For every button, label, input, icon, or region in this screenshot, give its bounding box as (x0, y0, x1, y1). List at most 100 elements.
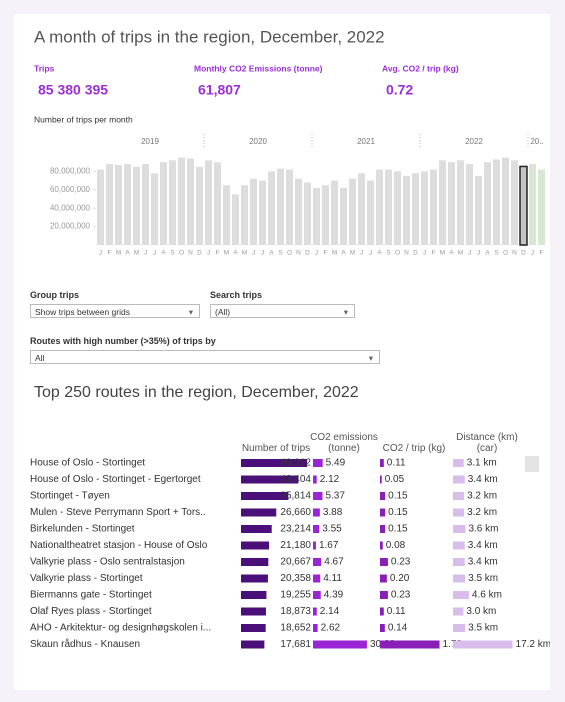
x-tick-label: M (116, 250, 121, 257)
cell-value: 5.49 (326, 458, 346, 469)
bar (232, 194, 239, 245)
kpi-value: 0.72 (386, 82, 413, 98)
cell-bar (380, 459, 384, 467)
bar (133, 166, 140, 245)
control-label: Group trips (30, 290, 79, 300)
x-tick-label: O (395, 250, 400, 257)
cell-bar (313, 492, 323, 500)
x-tick-label: J (369, 250, 372, 257)
column-header-text[interactable]: Distance (km) (car) (456, 432, 518, 454)
dropdown[interactable]: (All) (210, 304, 355, 319)
cell-value: 21,180 (280, 540, 311, 551)
x-tick-label: A (233, 250, 238, 257)
cell-bar (313, 459, 323, 467)
cell-bar (313, 525, 320, 533)
bar (457, 160, 464, 245)
dropdown[interactable]: All (30, 350, 380, 365)
scrollbar[interactable] (525, 456, 539, 472)
bar (394, 171, 401, 245)
x-tick-label: A (485, 250, 490, 257)
x-tick-label: M (332, 250, 337, 257)
cell-bar (453, 624, 466, 632)
cell-value: 3.4 km (468, 557, 498, 568)
control-label: Routes with high number (>35%) of trips … (30, 336, 216, 346)
page-title: A month of trips in the region, December… (34, 27, 385, 46)
cell-bar (313, 607, 317, 616)
cell-bar (380, 591, 388, 599)
x-tick-label: N (512, 250, 517, 257)
cell-value: 35,814 (280, 491, 311, 502)
bar (97, 169, 104, 245)
cell-value: 2.14 (320, 606, 340, 617)
cell-bar (380, 508, 386, 517)
canvas: A month of trips in the region, December… (30, 27, 550, 650)
cell-value: 4.11 (323, 573, 342, 584)
x-tick-label: J (99, 250, 102, 257)
column-header-text[interactable]: CO2 emissions (tonne) (310, 432, 378, 454)
route-name: Valkyrie plass - Stortinget (30, 573, 143, 584)
cell-bar (241, 508, 277, 517)
column-header-text[interactable]: Number of trips (241, 443, 311, 454)
bar (223, 185, 230, 245)
bar (214, 162, 221, 245)
bar (367, 180, 374, 245)
cell-bar (453, 607, 464, 616)
cell-value: 0.11 (387, 606, 406, 617)
bar (376, 169, 383, 245)
x-tick-label: N (296, 250, 301, 257)
bar (412, 173, 419, 245)
bar (178, 157, 185, 245)
x-tick-label: S (494, 250, 499, 257)
route-name: AHO - Arkitektur- og designhøgskolen i..… (30, 623, 211, 634)
route-name: Biermanns gate - Stortinget (30, 590, 152, 601)
x-tick-label: F (108, 250, 112, 257)
route-name: Stortinget - Tøyen (30, 491, 110, 502)
column-header: CO2 emissions (tonne) (310, 432, 378, 454)
cell-value: 4.67 (324, 557, 344, 568)
route-name: Mulen - Steve Perrymann Sport + Tors.. (30, 507, 206, 518)
dropdown[interactable]: Show trips between grids (30, 304, 200, 319)
cell-bar (453, 459, 464, 467)
bar (196, 166, 203, 245)
cell-value: 3.4 km (468, 474, 498, 485)
cell-bar (313, 640, 367, 649)
cell-bar (313, 475, 317, 484)
bar (286, 169, 293, 245)
cell-value: 0.15 (388, 491, 408, 502)
cell-bar (380, 640, 440, 649)
x-tick-label: O (287, 250, 292, 257)
x-tick-label: D (305, 250, 310, 257)
bar (160, 162, 167, 245)
route-name: Birkelunden - Stortinget (30, 524, 135, 535)
cell-bar (241, 558, 269, 566)
bar (439, 160, 446, 245)
x-tick-label: D (521, 250, 526, 257)
cell-value: 3.88 (323, 507, 343, 518)
cell-bar (313, 558, 322, 566)
cell-value: 3.0 km (466, 606, 496, 617)
x-tick-label: J (207, 250, 210, 257)
cell-value: 0.14 (388, 623, 408, 634)
x-tick-label: S (278, 250, 283, 257)
x-tick-label: D (197, 250, 202, 257)
cell-value: 3.5 km (468, 573, 498, 584)
cell-value: 4.6 km (472, 590, 502, 601)
x-tick-label: J (261, 250, 264, 257)
x-tick-label: J (477, 250, 480, 257)
y-tick-label: 40,000,000 (50, 203, 91, 212)
control: Group trips Show trips between grids (30, 290, 200, 319)
bar (142, 164, 149, 245)
cell-bar (241, 607, 266, 616)
kpi-value: 61,807 (198, 82, 241, 98)
chart-title: Number of trips per month (34, 114, 133, 124)
x-tick-label: D (413, 250, 418, 257)
cell-value: 2.12 (320, 474, 340, 485)
bar (340, 187, 347, 245)
year-label: 20.. (530, 137, 543, 146)
bar (475, 176, 482, 245)
x-tick-label: M (440, 250, 445, 257)
x-tick-label: O (503, 250, 508, 257)
y-tick-label: 60,000,000 (50, 185, 91, 194)
column-header-text[interactable]: CO2 / trip (kg) (382, 443, 446, 454)
cell-bar (380, 525, 386, 533)
